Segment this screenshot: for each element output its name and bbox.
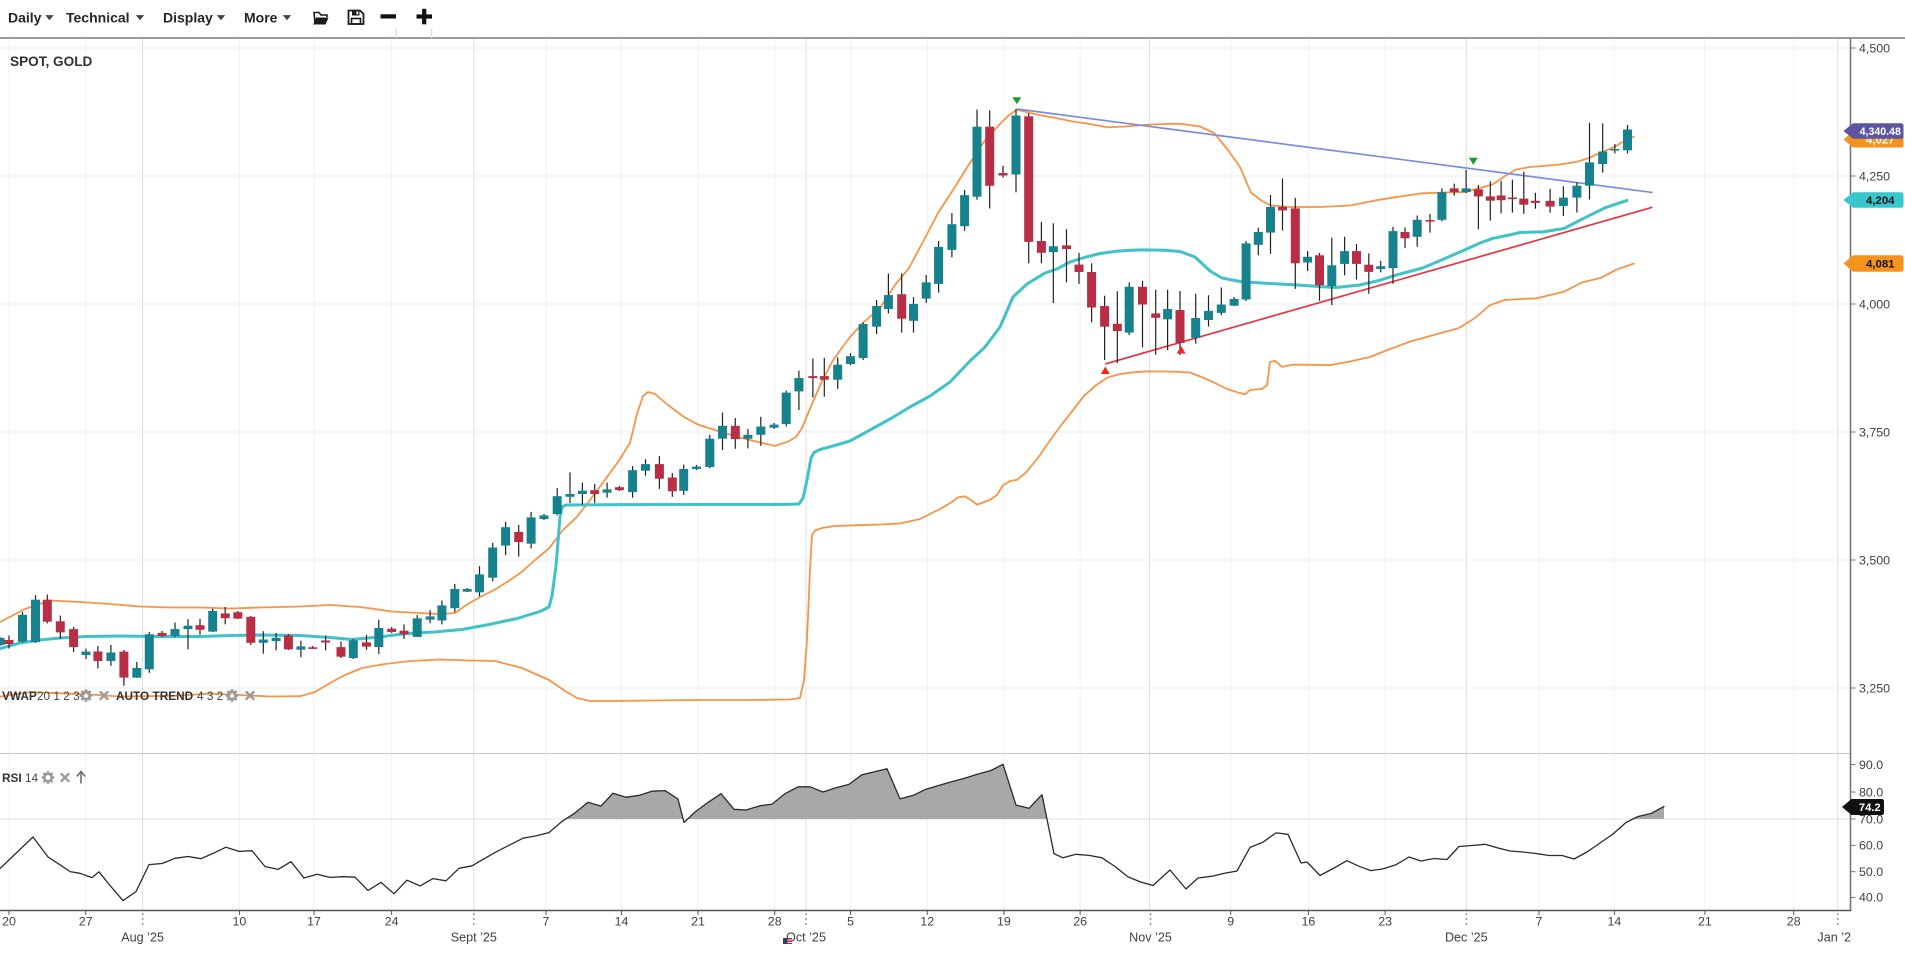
svg-text:7: 7 xyxy=(543,915,550,929)
svg-text:3,750: 3,750 xyxy=(1859,425,1890,439)
svg-text:50.0: 50.0 xyxy=(1859,865,1883,879)
svg-text:28: 28 xyxy=(768,915,782,929)
svg-text:14: 14 xyxy=(615,915,629,929)
svg-text:3,500: 3,500 xyxy=(1859,553,1890,567)
svg-text:4,500: 4,500 xyxy=(1859,41,1890,55)
svg-text:17: 17 xyxy=(307,915,321,929)
svg-text:4,204: 4,204 xyxy=(1866,195,1895,207)
svg-text:28: 28 xyxy=(1787,915,1801,929)
svg-text:RSI: RSI xyxy=(2,771,22,785)
svg-text:Nov ’25: Nov ’25 xyxy=(1129,931,1172,945)
svg-text:60.0: 60.0 xyxy=(1859,839,1883,853)
svg-text:Aug ’25: Aug ’25 xyxy=(121,931,164,945)
svg-text:24: 24 xyxy=(385,915,399,929)
svg-text:More: More xyxy=(244,10,278,26)
svg-text:Dec ’25: Dec ’25 xyxy=(1445,931,1488,945)
svg-text:19: 19 xyxy=(997,915,1011,929)
svg-text:90.0: 90.0 xyxy=(1859,758,1883,772)
svg-text:74.2: 74.2 xyxy=(1859,802,1881,814)
svg-text:Sept ’25: Sept ’25 xyxy=(451,931,497,945)
svg-text:26: 26 xyxy=(1073,915,1087,929)
svg-text:Display: Display xyxy=(163,10,213,26)
svg-text:AUTO TREND: AUTO TREND xyxy=(116,689,194,703)
svg-text:20: 20 xyxy=(2,915,16,929)
svg-text:Daily: Daily xyxy=(8,10,42,26)
svg-text:Jan ’2: Jan ’2 xyxy=(1817,931,1851,945)
svg-text:20 1 2 3: 20 1 2 3 xyxy=(37,689,80,703)
svg-text:40.0: 40.0 xyxy=(1859,891,1883,905)
svg-text:SPOT, GOLD: SPOT, GOLD xyxy=(10,54,93,69)
svg-text:80.0: 80.0 xyxy=(1859,785,1883,799)
svg-text:9: 9 xyxy=(1227,915,1234,929)
svg-text:4,081: 4,081 xyxy=(1866,259,1895,271)
svg-text:27: 27 xyxy=(79,915,93,929)
svg-text:4,000: 4,000 xyxy=(1859,297,1890,311)
svg-text:4,250: 4,250 xyxy=(1859,169,1890,183)
svg-text:Oct ’25: Oct ’25 xyxy=(786,931,826,945)
svg-text:70.0: 70.0 xyxy=(1859,812,1883,826)
svg-text:16: 16 xyxy=(1302,915,1316,929)
svg-text:4 3 2: 4 3 2 xyxy=(197,689,223,703)
svg-text:10: 10 xyxy=(233,915,247,929)
svg-text:21: 21 xyxy=(1698,915,1712,929)
svg-text:14: 14 xyxy=(1608,915,1622,929)
svg-text:23: 23 xyxy=(1378,915,1392,929)
svg-text:12: 12 xyxy=(920,915,934,929)
svg-text:7: 7 xyxy=(1536,915,1543,929)
svg-text:Technical: Technical xyxy=(66,10,130,26)
svg-text:21: 21 xyxy=(691,915,705,929)
svg-text:3,250: 3,250 xyxy=(1859,681,1890,695)
svg-text:4,340.48: 4,340.48 xyxy=(1860,126,1901,138)
svg-text:5: 5 xyxy=(847,915,854,929)
svg-text:VWAP: VWAP xyxy=(2,689,37,703)
svg-text:14: 14 xyxy=(25,771,39,785)
